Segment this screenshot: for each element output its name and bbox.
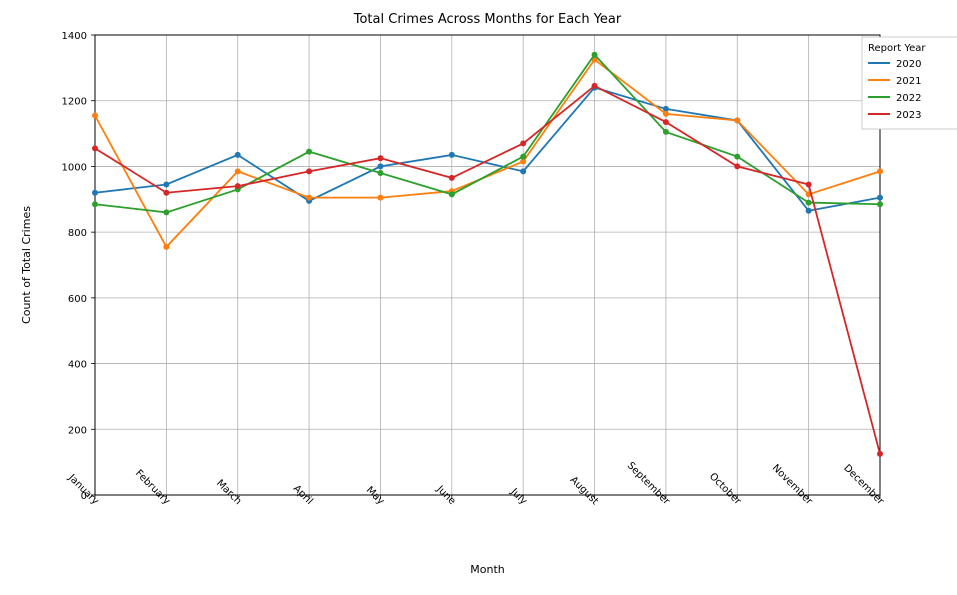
data-point [377, 163, 383, 169]
series-line [95, 86, 880, 454]
y-tick-label: 400 [68, 360, 87, 371]
data-point [235, 168, 241, 174]
data-point [92, 145, 98, 151]
chart-svg: 0200400600800100012001400JanuaryFebruary… [0, 0, 957, 595]
data-point [92, 190, 98, 196]
legend-label: 2020 [896, 59, 921, 70]
data-point [163, 244, 169, 250]
data-point [806, 182, 812, 188]
y-tick-label: 600 [68, 294, 87, 305]
data-point [806, 200, 812, 206]
data-point [449, 175, 455, 181]
data-point [592, 52, 598, 58]
data-point [520, 154, 526, 160]
legend-label: 2023 [896, 110, 921, 121]
data-point [92, 113, 98, 119]
data-point [306, 195, 312, 201]
data-point [734, 117, 740, 123]
y-tick-label: 1200 [62, 97, 87, 108]
data-point [306, 168, 312, 174]
data-point [877, 168, 883, 174]
x-tick-label: July [508, 486, 529, 507]
data-point [449, 191, 455, 197]
legend-title: Report Year [868, 43, 926, 54]
data-point [306, 149, 312, 155]
x-tick-label: March [214, 478, 243, 507]
y-tick-label: 800 [68, 228, 87, 239]
data-point [877, 195, 883, 201]
data-point [877, 201, 883, 207]
legend-label: 2021 [896, 76, 921, 87]
data-point [806, 208, 812, 214]
x-tick-label: September [625, 460, 672, 507]
data-point [377, 195, 383, 201]
data-point [377, 170, 383, 176]
y-tick-label: 200 [68, 425, 87, 436]
data-point [163, 209, 169, 215]
data-point [449, 152, 455, 158]
x-tick-label: May [364, 485, 386, 507]
data-point [520, 140, 526, 146]
x-tick-label: August [568, 475, 601, 508]
data-point [163, 190, 169, 196]
x-tick-label: October [707, 471, 744, 508]
x-tick-label: November [770, 463, 815, 508]
data-point [163, 182, 169, 188]
y-tick-label: 1000 [62, 162, 87, 173]
data-point [235, 152, 241, 158]
x-axis-label: Month [470, 563, 505, 576]
data-point [663, 129, 669, 135]
data-point [734, 163, 740, 169]
data-point [663, 119, 669, 125]
plot-frame [95, 35, 880, 495]
data-point [734, 154, 740, 160]
series-line [95, 88, 880, 211]
legend-label: 2022 [896, 93, 921, 104]
data-point [520, 168, 526, 174]
y-tick-label: 1400 [62, 31, 87, 42]
data-point [235, 183, 241, 189]
y-axis-label: Count of Total Crimes [20, 206, 33, 324]
data-point [877, 451, 883, 457]
data-point [377, 155, 383, 161]
data-point [663, 111, 669, 117]
data-point [592, 83, 598, 89]
chart-title: Total Crimes Across Months for Each Year [353, 12, 622, 27]
crimes-line-chart: 0200400600800100012001400JanuaryFebruary… [0, 0, 957, 595]
data-point [92, 201, 98, 207]
